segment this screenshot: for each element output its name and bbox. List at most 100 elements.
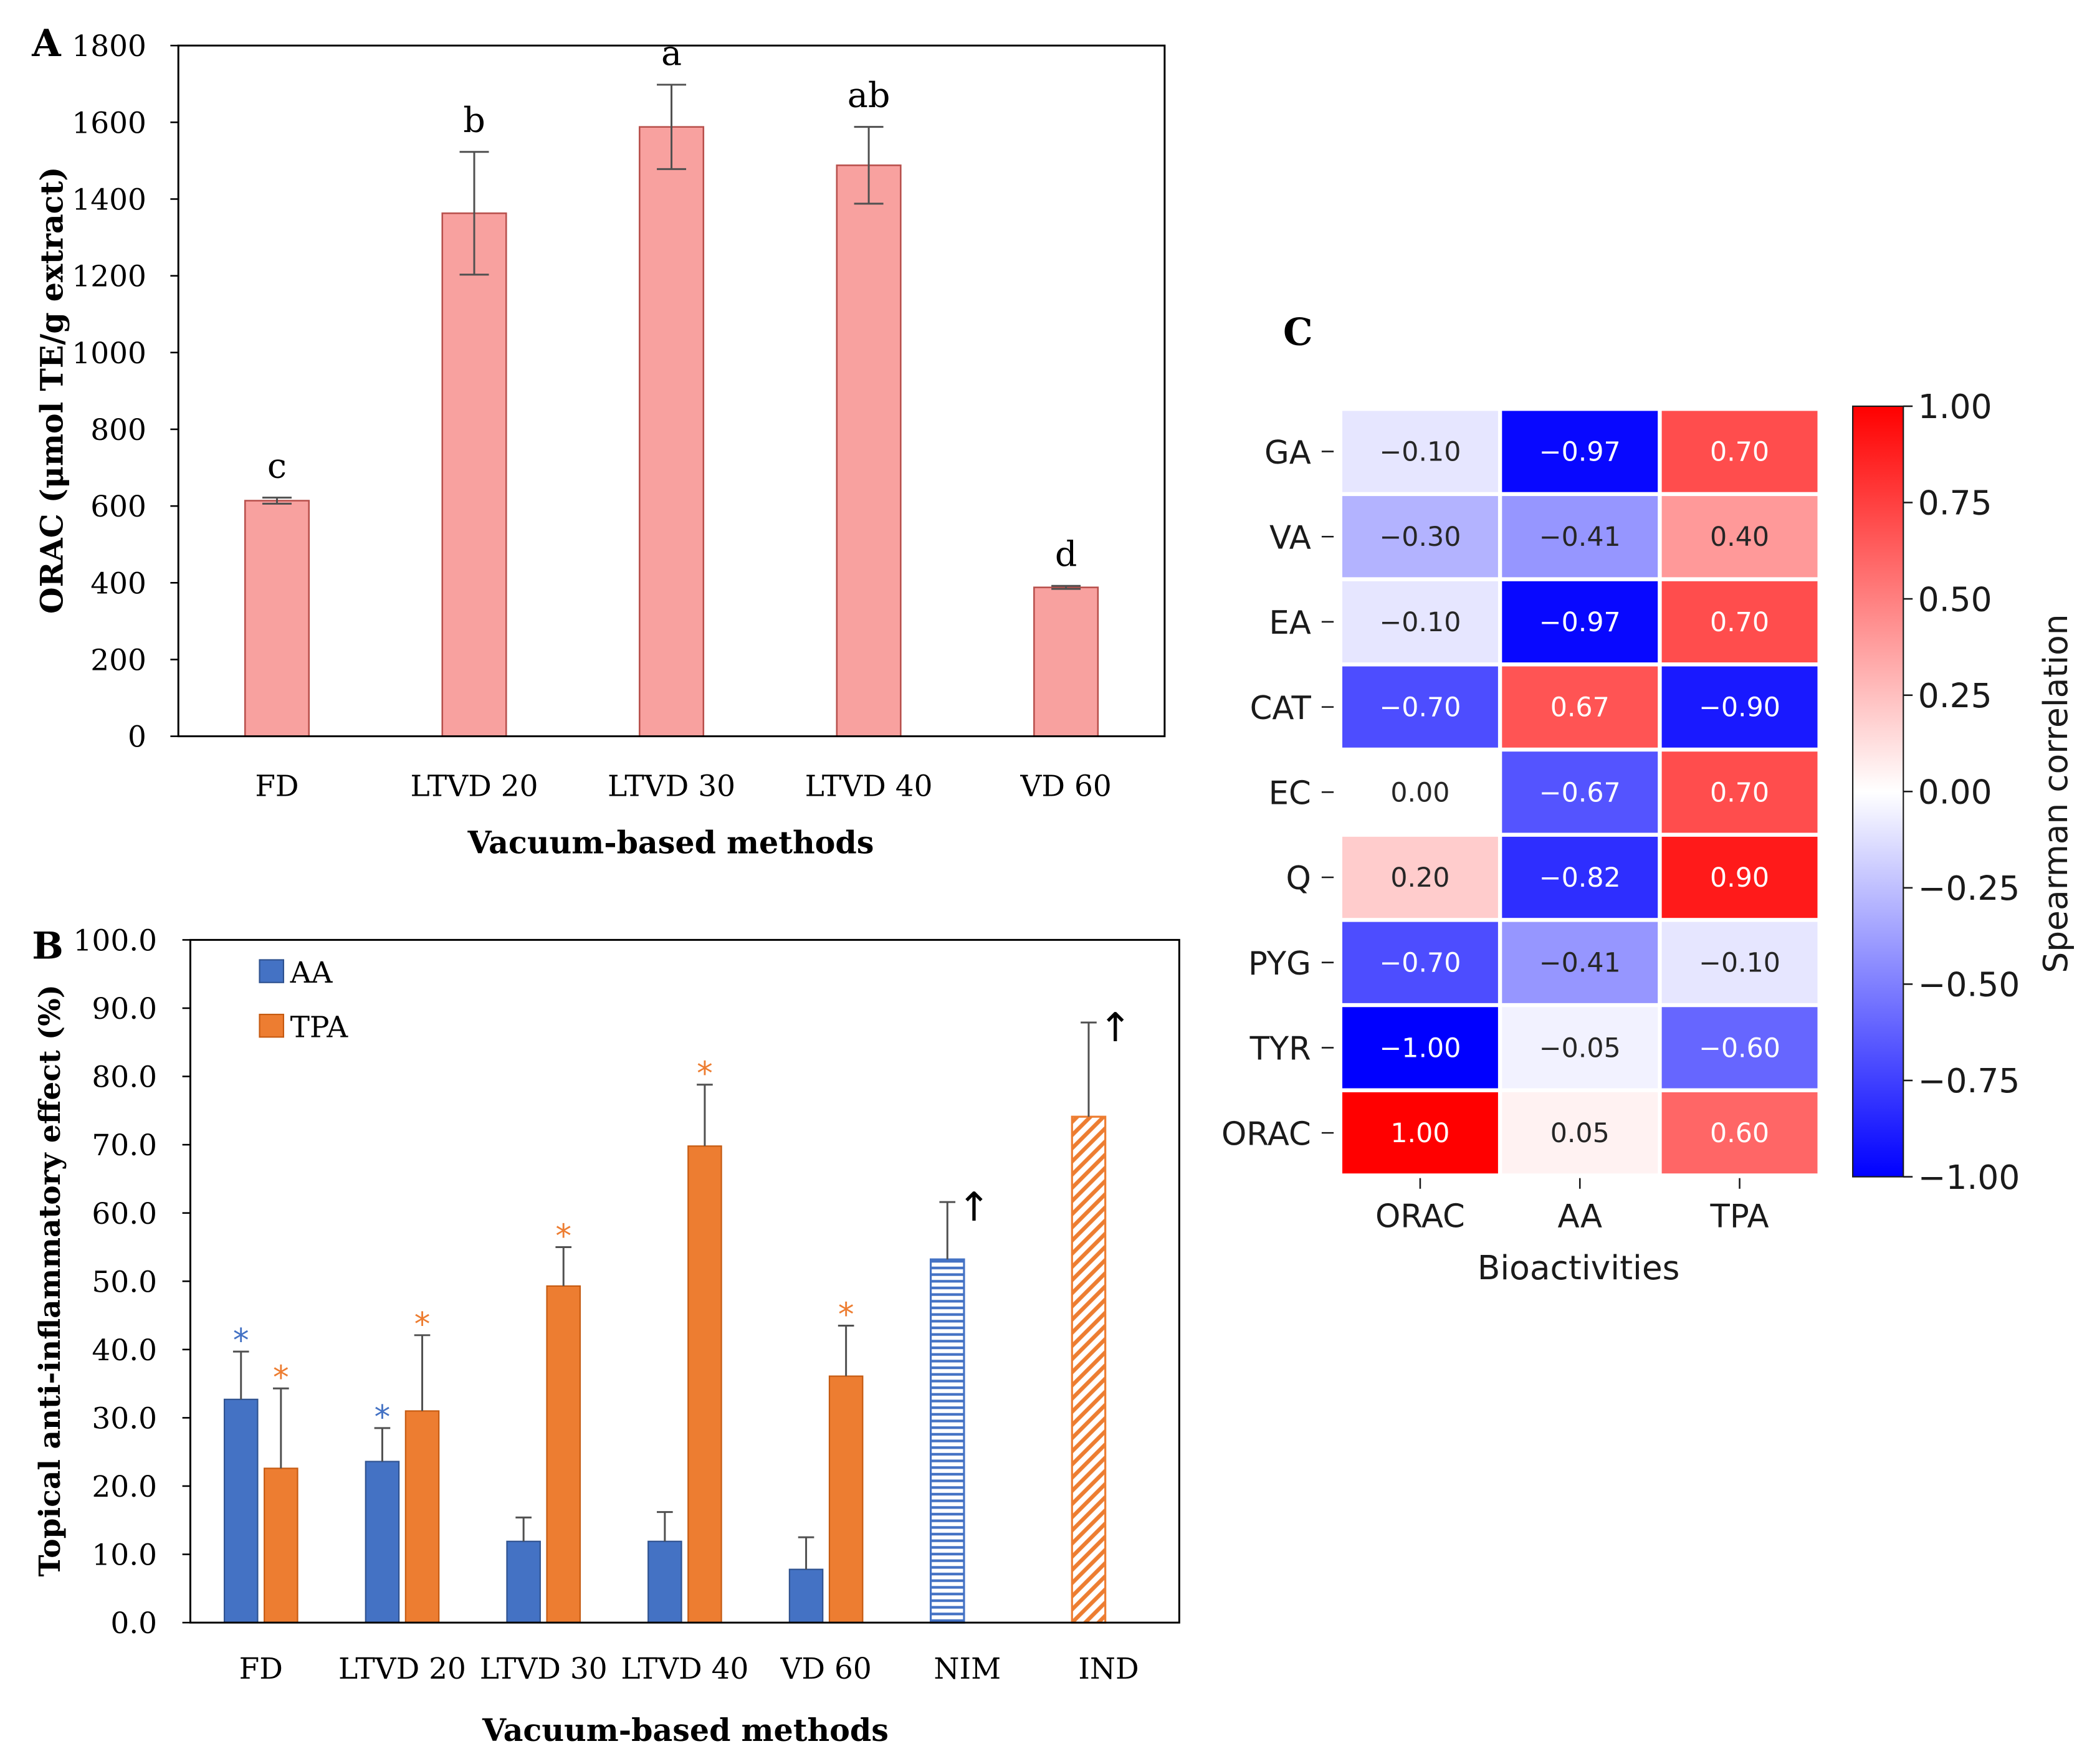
- heatmap-cell-value: −0.82: [1539, 862, 1621, 894]
- heatmap-cell-value: −0.10: [1699, 948, 1780, 979]
- x-tick-label: VD 60: [1020, 770, 1111, 804]
- bar-ltvd-20: [441, 212, 507, 737]
- heatmap-cell-fill: [1502, 496, 1658, 578]
- error-bar-ltvd-20: [459, 151, 489, 276]
- heatmap-cell-orac-aa: 0.05: [1502, 1092, 1658, 1174]
- heatmap-cell-cat-tpa: −0.90: [1661, 666, 1818, 748]
- y-tick-label: 0.0: [110, 1606, 157, 1641]
- significance-asterisk-tpa: *: [414, 1306, 431, 1343]
- colorbar-label: Spearman correlation: [2036, 614, 2075, 973]
- colorbar-tick-label: −0.75: [1918, 1061, 2020, 1100]
- colorbar: 1.00 0.75 0.50 0.25 0.00 −0.25 −0.50 −0.75 −1.00: [1852, 387, 2020, 1197]
- panel-c-correlation-heatmap: C GA −0.10 −0.97 0.70 VA −0.30 −0.41 0.40 EA −0.1…: [1221, 311, 2075, 1287]
- heatmap-cell-value: −0.97: [1539, 437, 1621, 468]
- heatmap-cell-ec-aa: −0.67: [1502, 751, 1658, 833]
- heatmap-cell-orac-orac: 1.00: [1342, 1092, 1498, 1174]
- y-tick-label: 800: [90, 413, 146, 447]
- error-bar-tpa-vd-60: [838, 1324, 854, 1376]
- x-tick-label: LTVD 20: [338, 1652, 466, 1686]
- heatmap-cell-fill: [1502, 922, 1658, 1003]
- heatmap-cell-cat-aa: 0.67: [1502, 666, 1658, 748]
- significance-letter: b: [463, 100, 485, 141]
- row-label: Q: [1286, 860, 1311, 897]
- bar-aa-nim: [929, 1258, 965, 1624]
- heatmap-cell-fill: [1342, 496, 1498, 578]
- heatmap-cell-fill: [1502, 751, 1658, 833]
- bar-fd: [244, 500, 310, 737]
- colorbar-tick-label: 1.00: [1918, 387, 1992, 426]
- heatmap-cell-orac-tpa: 0.60: [1661, 1092, 1818, 1174]
- error-bar-tpa-ltvd-40: [697, 1084, 713, 1147]
- row-label: PYG: [1248, 945, 1311, 983]
- y-axis-label-b: Topical anti-inflammatory effect (%): [33, 985, 67, 1576]
- significance-asterisk-tpa: *: [838, 1296, 854, 1333]
- colorbar-tick-label: 0.25: [1918, 676, 1992, 715]
- heatmap-cell-fill: [1342, 922, 1498, 1003]
- significance-asterisk-tpa: *: [273, 1359, 289, 1396]
- colorbar-tick-label: −0.50: [1918, 965, 2020, 1004]
- x-tick-label: VD 60: [780, 1652, 871, 1686]
- plot-area-a-frame: [177, 44, 1166, 738]
- heatmap-cell-ga-tpa: 0.70: [1661, 411, 1818, 492]
- colorbar-tick-label: 0.75: [1918, 484, 1992, 523]
- heatmap-cell-fill: [1661, 1007, 1818, 1089]
- error-bar-ltvd-30: [657, 83, 687, 170]
- bar-aa-vd-60: [788, 1568, 824, 1624]
- legend-label: TPA: [290, 1010, 349, 1044]
- y-tick-label: 400: [90, 566, 146, 601]
- y-tick-label: 100.0: [74, 923, 157, 958]
- column-label: ORAC: [1375, 1198, 1465, 1236]
- y-tick-label: 1000: [72, 336, 146, 371]
- heatmap-cell-fill: [1661, 836, 1818, 918]
- heatmap-cell-va-aa: −0.41: [1502, 496, 1658, 578]
- y-tick-label: 1400: [72, 183, 146, 217]
- heatmap-cell-value: 1.00: [1390, 1118, 1449, 1149]
- y-tick-label: 60.0: [92, 1197, 157, 1231]
- heatmap-cell-fill: [1342, 1007, 1498, 1089]
- heatmap-cell-pyg-orac: −0.70: [1342, 922, 1498, 1003]
- legend-item-aa: AA: [259, 956, 333, 990]
- heatmap-cell-value: 0.70: [1710, 437, 1769, 468]
- heatmap-cell-value: 0.20: [1390, 862, 1449, 894]
- x-tick-label: NIM: [934, 1652, 1001, 1686]
- error-bar-aa-ltvd-30: [515, 1516, 532, 1542]
- legend-item-tpa: TPA: [259, 1010, 348, 1044]
- error-bar-aa-vd-60: [798, 1536, 814, 1570]
- heatmap-cell-va-tpa: 0.40: [1661, 496, 1818, 578]
- heatmap-cell-fill: [1502, 411, 1658, 492]
- up-arrow-icon: ↑: [957, 1185, 991, 1231]
- bar-aa-ltvd-30: [506, 1540, 541, 1624]
- significance-asterisk-tpa: *: [697, 1056, 713, 1093]
- y-tick-label: 70.0: [92, 1128, 157, 1163]
- bar-tpa-ltvd-20: [404, 1410, 440, 1624]
- significance-asterisk-tpa: *: [555, 1218, 571, 1255]
- y-tick-label: 90.0: [92, 992, 157, 1026]
- error-bar-ltvd-40: [854, 126, 884, 205]
- heatmap-cell-value: 0.90: [1710, 862, 1769, 894]
- heatmap-cell-q-aa: −0.82: [1502, 836, 1658, 918]
- heatmap-cell-fill: [1661, 581, 1818, 663]
- heatmap-cell-fill: [1661, 922, 1818, 1003]
- heatmap-cell-fill: [1342, 1092, 1498, 1174]
- heatmap-cell-pyg-aa: −0.41: [1502, 922, 1658, 1003]
- x-tick-label: LTVD 20: [411, 770, 538, 804]
- heatmap-cell-fill: [1661, 1092, 1818, 1174]
- x-axis-label-a: Vacuum-based methods: [467, 825, 874, 861]
- legend-swatch: [259, 959, 285, 983]
- heatmap-cell-fill: [1342, 836, 1498, 918]
- heatmap-cell-ea-orac: −0.10: [1342, 581, 1498, 663]
- significance-letter: c: [267, 446, 287, 487]
- heatmap-cell-value: 0.70: [1710, 607, 1769, 638]
- heatmap-cell-value: −0.30: [1380, 522, 1461, 553]
- bar-tpa-ind: [1071, 1115, 1107, 1624]
- heatmap-cell-q-orac: 0.20: [1342, 836, 1498, 918]
- colorbar-tick-label: 0.50: [1918, 579, 1992, 619]
- heatmap-cell-fill: [1661, 496, 1818, 578]
- heatmap-cell-value: 0.40: [1710, 522, 1769, 553]
- bar-tpa-ltvd-30: [546, 1285, 581, 1624]
- y-tick-label: 40.0: [92, 1333, 157, 1368]
- bar-vd-60: [1033, 586, 1099, 737]
- heatmap-cell-value: −0.10: [1380, 437, 1461, 468]
